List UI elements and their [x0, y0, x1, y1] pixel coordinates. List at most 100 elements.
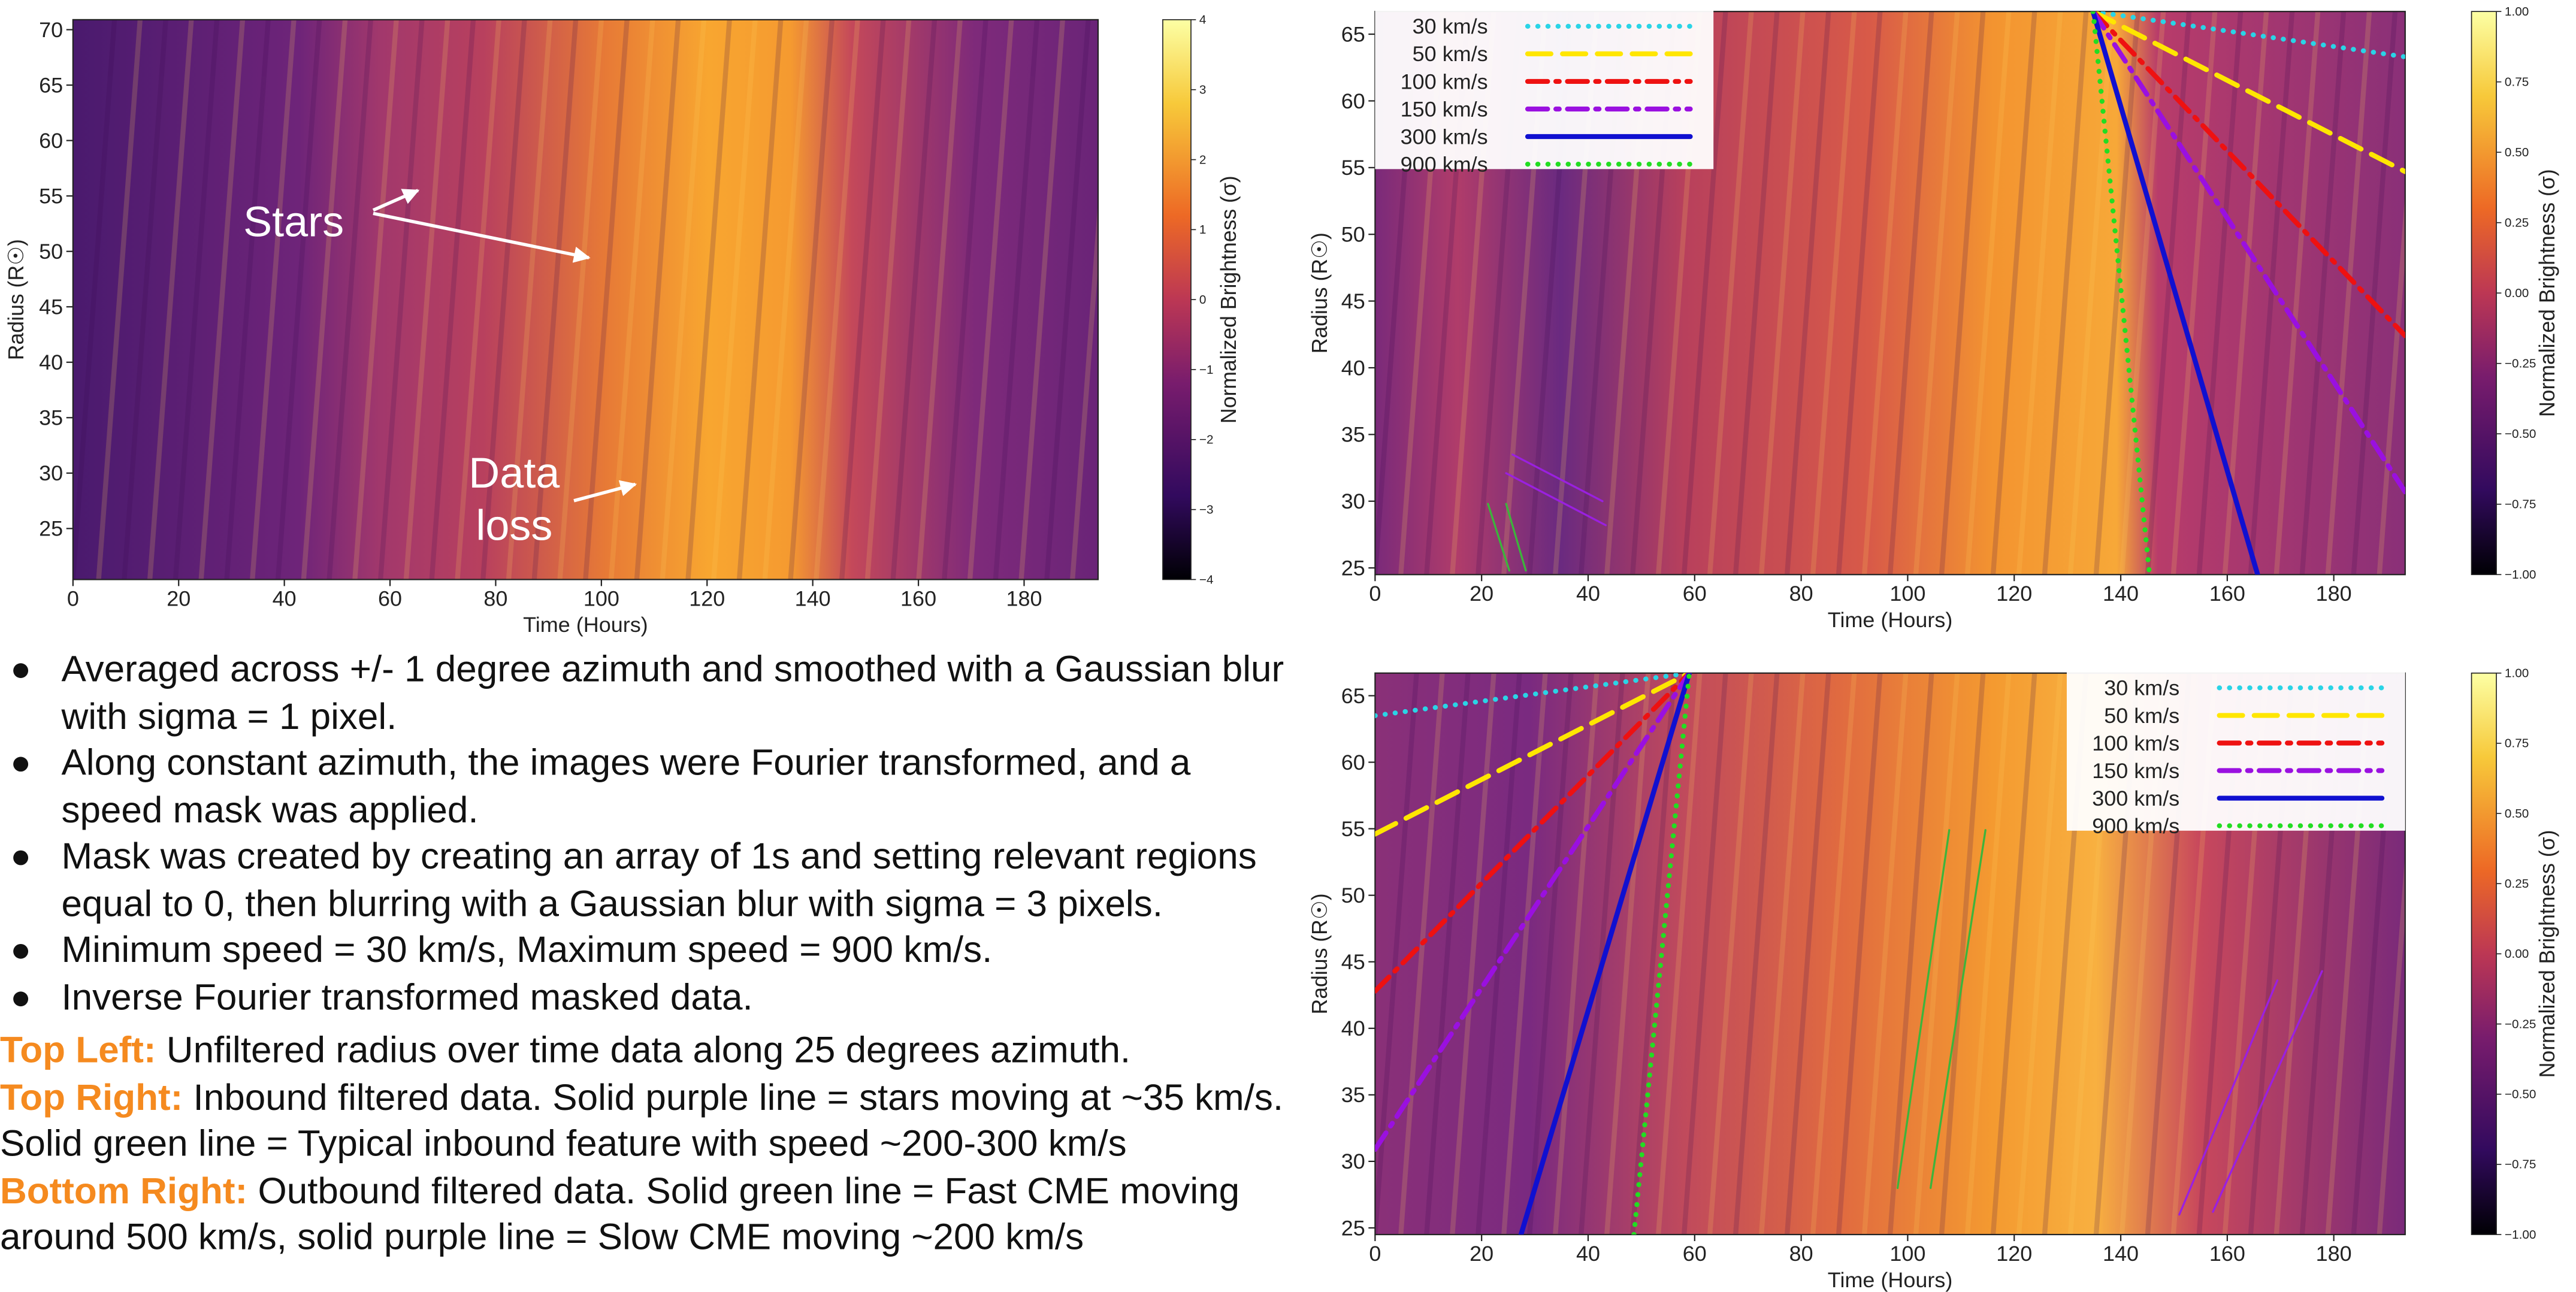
streak	[2016, 11, 2063, 575]
streak	[1913, 11, 1960, 575]
speed-line	[1518, 673, 1692, 1235]
y-tick-label: 55	[1341, 817, 1365, 841]
streak	[1476, 673, 1522, 1235]
y-tick-label: 60	[1341, 751, 1365, 774]
colorbar-tick-label: −1.00	[2505, 1228, 2536, 1242]
streak	[1939, 673, 1986, 1235]
y-tick-label: 30	[1341, 489, 1365, 513]
y-tick-label: 35	[1341, 1083, 1365, 1107]
x-tick-label: 60	[1683, 582, 1707, 606]
streak	[1913, 673, 1960, 1235]
streak	[1682, 11, 1728, 575]
streak	[864, 19, 912, 580]
streak	[2196, 11, 2244, 575]
x-tick-label: 180	[2316, 1242, 2352, 1266]
colorbar-tick-label: −0.25	[2505, 1018, 2536, 1031]
streak	[506, 19, 553, 580]
streak	[788, 19, 835, 580]
speed-line	[1631, 673, 1692, 1235]
streak	[250, 19, 297, 580]
streak	[224, 19, 271, 580]
x-tick-label: 0	[1369, 1242, 1381, 1266]
streak	[1836, 11, 1883, 575]
colorbar	[1162, 19, 1192, 580]
streak	[1861, 673, 1909, 1235]
x-tick-label: 120	[1996, 1242, 2032, 1266]
speed-line	[2090, 11, 2405, 174]
annotation-arrow	[373, 211, 591, 263]
feature-line	[2212, 970, 2323, 1213]
streak	[326, 19, 373, 580]
streak	[1964, 673, 2012, 1235]
y-tick-label: 50	[1341, 223, 1365, 247]
annotation: loss	[476, 502, 552, 550]
x-axis-label: Time (Hours)	[523, 613, 648, 637]
legend-label: 150 km/s	[1401, 97, 1488, 121]
streak	[557, 19, 604, 580]
legend-box	[1375, 8, 1714, 170]
y-tick-label: 35	[1341, 423, 1365, 447]
feature-line	[2178, 979, 2279, 1216]
streak	[352, 19, 399, 580]
y-tick-label: 50	[1341, 883, 1365, 907]
streak	[762, 19, 809, 580]
colorbar-tick-label: 0.00	[2505, 947, 2529, 961]
x-tick-label: 40	[1576, 582, 1600, 606]
x-tick-label: 80	[1789, 582, 1813, 606]
streak	[2119, 11, 2166, 575]
colorbar-tick-label: 0.00	[2505, 286, 2529, 300]
streak	[1939, 11, 1986, 575]
x-tick-label: 120	[689, 587, 725, 611]
x-tick-label: 60	[378, 587, 402, 611]
colorbar-label: Normalized Brightness (σ)	[2535, 169, 2559, 417]
x-tick-label: 40	[273, 587, 297, 611]
x-tick-label: 0	[1369, 582, 1381, 606]
colorbar-tick-label: 4	[1199, 13, 1207, 27]
notes: Averaged across +/- 1 degree azimuth and…	[0, 647, 1286, 1261]
x-tick-label: 100	[583, 587, 619, 611]
streak	[378, 19, 425, 580]
plot-frame	[1374, 11, 2406, 576]
y-tick-label: 65	[1341, 23, 1365, 47]
streak	[2016, 673, 2063, 1235]
streak	[890, 19, 938, 580]
y-tick-label: 60	[1341, 89, 1365, 113]
y-tick-label: 40	[1341, 356, 1365, 380]
streak	[2325, 11, 2372, 575]
streak	[1733, 11, 1780, 575]
streak	[2377, 852, 2405, 1235]
y-tick-label: 25	[1341, 556, 1365, 580]
colorbar-tick-label: 0.25	[2505, 216, 2529, 230]
streak	[942, 19, 988, 580]
streak	[634, 19, 681, 580]
caption-text: Outbound filtered data. Solid green line…	[0, 1169, 1240, 1258]
colorbar-tick-label: 1.00	[2505, 667, 2529, 680]
x-tick-label: 160	[900, 587, 936, 611]
caption-text: Inbound filtered data. Solid purple line…	[0, 1076, 1284, 1164]
streak	[660, 19, 707, 580]
streak	[1836, 673, 1883, 1235]
streak	[1785, 11, 1831, 575]
colorbar-tick-label: 1.00	[2505, 5, 2529, 19]
streak	[1707, 11, 1754, 575]
streak	[685, 19, 732, 580]
streak	[1450, 673, 1496, 1235]
legend-label: 50 km/s	[2104, 704, 2179, 728]
streak	[839, 19, 886, 580]
bullet: Along constant azimuth, the images were …	[13, 740, 1285, 834]
y-tick-label: 65	[1341, 684, 1365, 708]
y-tick-label: 45	[1341, 950, 1365, 974]
speed-line	[1375, 673, 1692, 994]
colorbar-tick-label: −3	[1199, 503, 1214, 517]
annotation: Data	[468, 449, 560, 497]
y-axis-label: Radius (R☉)	[1308, 232, 1332, 353]
streak	[1527, 673, 1574, 1235]
legend: 30 km/s 50 km/s 100 km/s 150 km/s 300 km/s 90…	[1375, 8, 1714, 176]
streak	[1990, 11, 2037, 575]
streak	[1887, 11, 1934, 575]
chart: 0 20 40 60 80 100 120 140 160 1802530354045505560…	[4, 13, 1241, 637]
legend-label: 50 km/s	[1413, 42, 1488, 66]
legend-label: 300 km/s	[1401, 125, 1488, 149]
y-tick-label: 50	[39, 240, 63, 264]
